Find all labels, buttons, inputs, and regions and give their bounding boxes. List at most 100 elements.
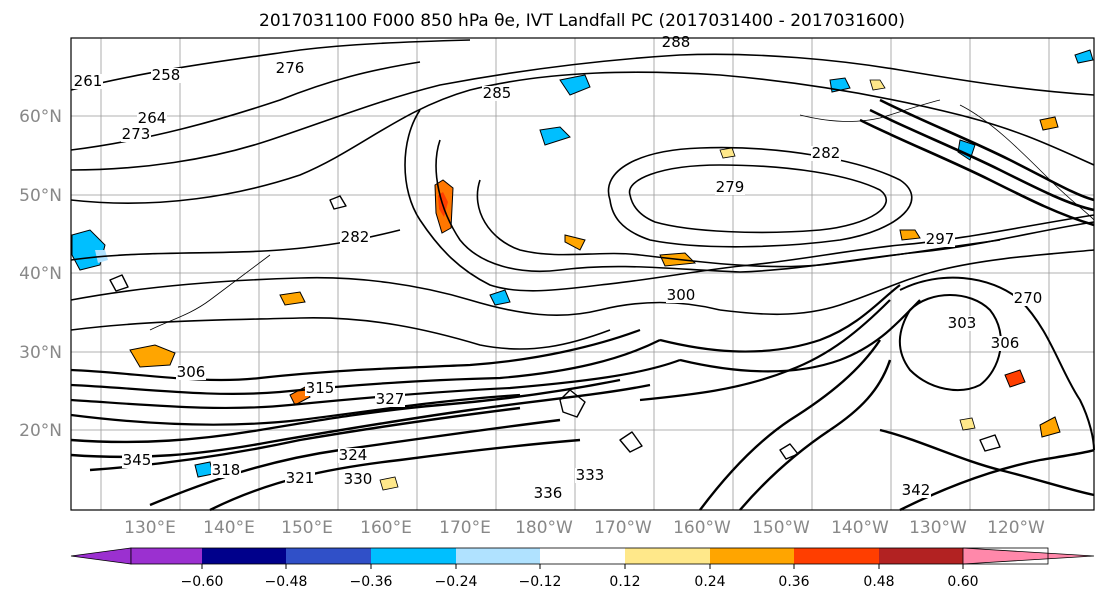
contour-label-bg bbox=[121, 127, 151, 142]
colorbar: −0.60 −0.48 −0.36 −0.24 −0.12 0.12 0.24 0.36 0.4… bbox=[70, 547, 1095, 590]
contour-label: 285 bbox=[483, 84, 512, 102]
contour-label-bg bbox=[275, 61, 305, 76]
lon-label: 130°E bbox=[124, 518, 176, 538]
contour-label-bg bbox=[947, 316, 977, 331]
contour-label-bg bbox=[151, 68, 181, 83]
lon-label: 160°W bbox=[673, 518, 731, 538]
contour-label: 282 bbox=[341, 228, 370, 246]
contour-label: 276 bbox=[276, 59, 305, 77]
contour-label-bg bbox=[811, 146, 841, 161]
contour-label-bg bbox=[661, 35, 691, 50]
lon-label: 150°W bbox=[752, 518, 810, 538]
contour-label: 327 bbox=[376, 390, 405, 408]
contour-label-bg bbox=[211, 463, 241, 478]
contour-label-bg bbox=[990, 336, 1020, 351]
contour-label-bg bbox=[122, 453, 152, 468]
coastlines bbox=[149, 99, 1095, 331]
lon-label: 150°E bbox=[281, 518, 333, 538]
contour-label-bg bbox=[925, 232, 955, 247]
lon-label: 130°W bbox=[909, 518, 967, 538]
contour-label: 258 bbox=[152, 66, 181, 84]
colorbar-tick-label: −0.36 bbox=[350, 574, 393, 590]
contour-label-bg bbox=[666, 288, 696, 303]
contour-label: 300 bbox=[667, 286, 696, 304]
colorbar-tick-label: 0.12 bbox=[609, 574, 640, 590]
colorbar-segment bbox=[371, 548, 456, 564]
colorbar-segment bbox=[710, 548, 794, 564]
colorbar-tick-label: 0.36 bbox=[778, 574, 809, 590]
colorbar-tick-label: −0.12 bbox=[519, 574, 562, 590]
latitude-labels: 60°N 50°N 40°N 30°N 20°N bbox=[19, 107, 62, 441]
contour-label: 333 bbox=[576, 466, 605, 484]
contour-label: 264 bbox=[138, 109, 167, 127]
contour-label: 261 bbox=[74, 72, 103, 90]
lon-label: 180°W bbox=[515, 518, 573, 538]
contour-label-bg bbox=[1013, 291, 1043, 306]
lon-label: 140°E bbox=[203, 518, 255, 538]
contour-label: 342 bbox=[902, 481, 931, 499]
colorbar-tick-label: 0.60 bbox=[947, 574, 978, 590]
contour-label: 306 bbox=[991, 334, 1020, 352]
contour-label-bg bbox=[715, 180, 745, 195]
lat-label: 40°N bbox=[19, 264, 62, 284]
contour-label: 318 bbox=[212, 461, 241, 479]
contour-label-bg bbox=[343, 472, 373, 487]
lon-label: 120°W bbox=[987, 518, 1045, 538]
contour-label-bg bbox=[533, 486, 563, 501]
contour-label-bg bbox=[137, 111, 167, 126]
colorbar-tick-label: 0.24 bbox=[694, 574, 725, 590]
lat-label: 50°N bbox=[19, 186, 62, 206]
colorbar-segment bbox=[625, 548, 710, 564]
contour-label: 282 bbox=[812, 144, 841, 162]
contour-label-bg bbox=[285, 471, 315, 486]
colorbar-extend-max bbox=[962, 547, 1095, 565]
colorbar-tick-label: −0.60 bbox=[181, 574, 224, 590]
contour-label: 336 bbox=[534, 484, 563, 502]
colorbar-segment bbox=[879, 548, 963, 564]
contour-label: 324 bbox=[339, 446, 368, 464]
contour-label-bg bbox=[73, 74, 103, 89]
map-frame bbox=[70, 37, 1095, 511]
contour-label: 270 bbox=[1014, 289, 1043, 307]
contour-label: 279 bbox=[716, 178, 745, 196]
contour-label: 345 bbox=[123, 451, 152, 469]
contour-label: 303 bbox=[948, 314, 977, 332]
colorbar-segment bbox=[202, 548, 286, 564]
contour-label: 315 bbox=[306, 379, 335, 397]
contour-label: 321 bbox=[286, 469, 315, 487]
contour-label-bg bbox=[176, 365, 206, 380]
lat-label: 20°N bbox=[19, 421, 62, 441]
contour-label: 306 bbox=[177, 363, 206, 381]
lat-label: 30°N bbox=[19, 343, 62, 363]
colorbar-tick-label: 0.48 bbox=[863, 574, 894, 590]
colorbar-outline bbox=[130, 547, 1049, 565]
longitude-labels: 130°E 140°E 150°E 160°E 170°E 180°W 170°W 160°W… bbox=[124, 518, 1045, 538]
colorbar-segment bbox=[540, 548, 625, 564]
contour-label-bg bbox=[575, 468, 605, 483]
contour-label-bg bbox=[482, 86, 512, 101]
lon-label: 170°W bbox=[594, 518, 652, 538]
lon-label: 140°W bbox=[831, 518, 889, 538]
colorbar-segment bbox=[286, 548, 371, 564]
lon-label: 170°E bbox=[439, 518, 491, 538]
contour-label-bg bbox=[901, 483, 931, 498]
contour-label: 273 bbox=[122, 125, 151, 143]
colorbar-segment bbox=[131, 548, 202, 564]
contour-label-bg bbox=[340, 230, 370, 245]
contour-label: 330 bbox=[344, 470, 373, 488]
colorbar-segment bbox=[456, 548, 540, 564]
colorbar-tick-label: −0.24 bbox=[435, 574, 478, 590]
figure-title: 2017031100 F000 850 hPa θe, IVT Landfall… bbox=[259, 11, 905, 31]
lat-label: 60°N bbox=[19, 107, 62, 127]
contour-label-bg bbox=[305, 381, 335, 396]
colorbar-tick-label: −0.48 bbox=[265, 574, 308, 590]
contour-label: 297 bbox=[926, 230, 955, 248]
contour-label-bg bbox=[338, 448, 368, 463]
map-background bbox=[71, 38, 1094, 510]
pc-shading bbox=[71, 49, 1094, 491]
contour-label: 288 bbox=[662, 33, 691, 51]
lon-label: 160°E bbox=[360, 518, 412, 538]
